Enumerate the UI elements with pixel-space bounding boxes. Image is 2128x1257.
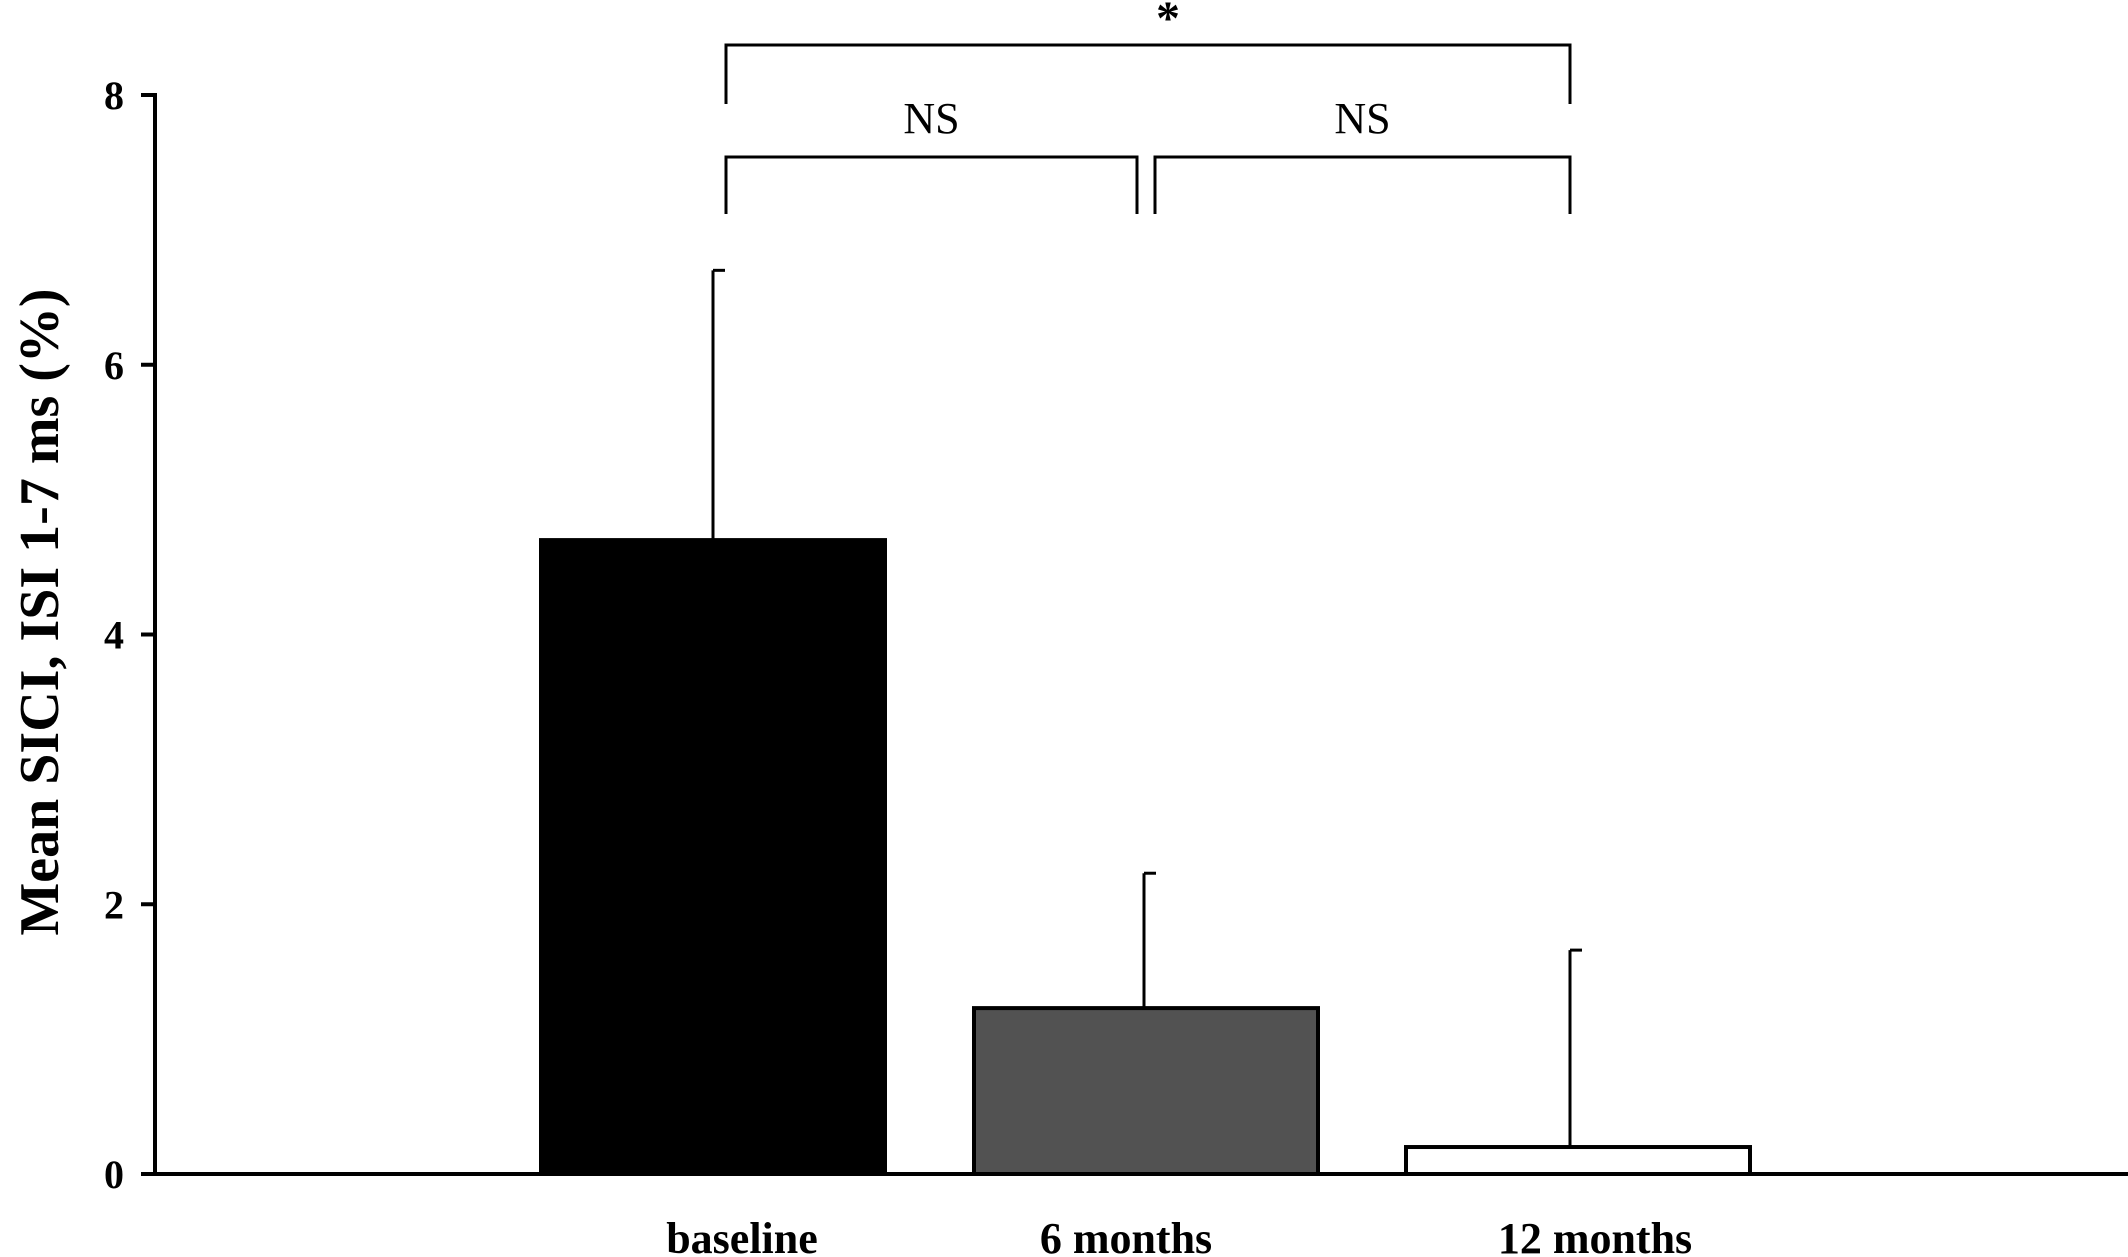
y-axis-title: Mean SICI, ISI 1-7 ms (%) [9, 288, 71, 935]
x-tick-labels: baseline 6 months 12 months [666, 1214, 1692, 1257]
significance-bracket [724, 155, 1139, 214]
bar [539, 538, 887, 1176]
significance-brackets: NS NS * [724, 0, 1572, 214]
bar [972, 1006, 1320, 1177]
x-tick-label: baseline [666, 1214, 818, 1257]
significance-label: NS [903, 94, 959, 143]
error-bars [711, 268, 1582, 1148]
y-tick-label: 2 [104, 882, 124, 927]
y-tick-label: 6 [104, 343, 124, 388]
bar [1404, 1145, 1752, 1177]
y-tick-label: 4 [104, 613, 124, 658]
x-tick-label: 6 months [1040, 1214, 1212, 1257]
x-tick-label: 12 months [1498, 1214, 1692, 1257]
significance-label: NS [1334, 94, 1390, 143]
y-ticks: 0 2 4 6 8 [104, 73, 155, 1197]
significance-bracket [724, 43, 1572, 104]
significance-bracket [1153, 155, 1572, 214]
significance-label: * [1156, 0, 1180, 45]
y-tick-label: 0 [104, 1152, 124, 1197]
bars [539, 538, 1752, 1177]
y-tick-label: 8 [104, 73, 124, 118]
